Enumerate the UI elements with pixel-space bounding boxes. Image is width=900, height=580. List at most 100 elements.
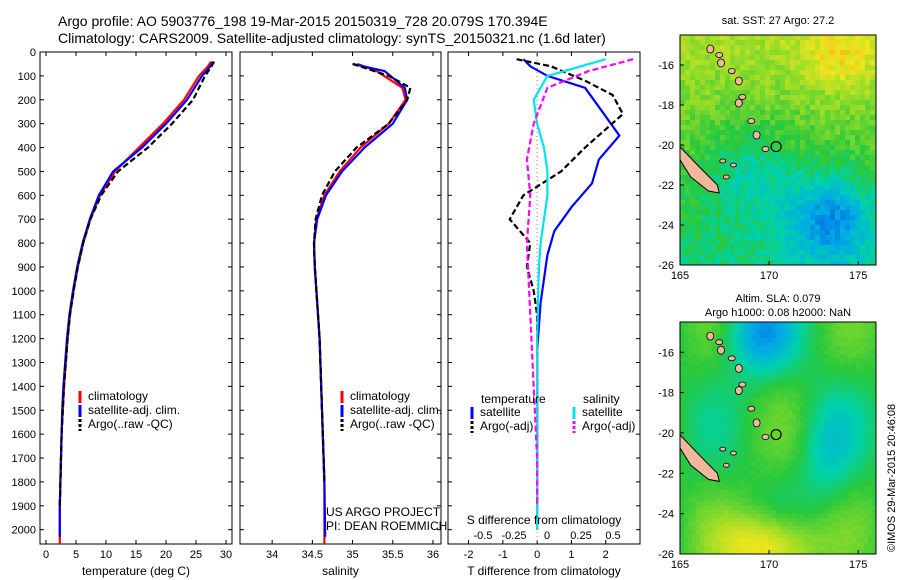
map-cell — [700, 418, 705, 423]
map-cell — [680, 418, 685, 423]
map-cell — [810, 120, 816, 126]
map-cell — [700, 410, 705, 415]
map-cell — [732, 526, 737, 531]
map-cell — [804, 346, 809, 351]
map-cell — [740, 215, 746, 221]
map-cell — [820, 502, 825, 507]
map-cell — [775, 260, 781, 265]
map-cell — [856, 498, 861, 503]
map-cell — [756, 410, 761, 415]
map-cell — [864, 518, 869, 523]
map-cell — [700, 358, 705, 363]
map-cell — [708, 534, 713, 539]
map-cell — [852, 330, 857, 335]
map-cell — [808, 350, 813, 355]
map-cell — [728, 486, 733, 491]
map-cell — [720, 215, 726, 221]
map-cell — [780, 175, 786, 181]
map-cell — [740, 546, 745, 551]
map-cell — [710, 75, 716, 81]
map-cell — [848, 526, 853, 531]
map-cell — [756, 434, 761, 439]
map-cell — [816, 406, 821, 411]
map-cell — [812, 546, 817, 551]
map-cell — [820, 330, 825, 335]
map-cell — [770, 95, 776, 101]
legend-label: satellite — [582, 405, 623, 419]
map-cell — [784, 334, 789, 339]
map-cell — [820, 245, 826, 251]
map-cell — [835, 145, 841, 151]
map-cell — [720, 90, 726, 96]
map-cell — [836, 538, 841, 543]
map-cell — [700, 522, 705, 527]
map-cell — [768, 542, 773, 547]
map-cell — [848, 530, 853, 535]
map-cell — [775, 230, 781, 236]
map-cell — [770, 40, 776, 46]
map-cell — [865, 90, 871, 96]
map-cell — [870, 180, 876, 186]
map-cell — [728, 382, 733, 387]
map-cell — [740, 394, 745, 399]
map-cell — [860, 135, 866, 141]
map-cell — [696, 358, 701, 363]
map-cell — [736, 498, 741, 503]
map-cell — [816, 394, 821, 399]
map-cell — [684, 330, 689, 335]
map-cell — [850, 80, 856, 86]
map-cell — [700, 526, 705, 531]
map-cell — [695, 185, 701, 191]
map-cell — [680, 105, 686, 111]
map-cell — [768, 426, 773, 431]
map-cell — [850, 200, 856, 206]
map-cell — [736, 550, 741, 554]
map-cell — [808, 418, 813, 423]
map-cell — [784, 506, 789, 511]
map-cell — [775, 115, 781, 121]
map-cell — [716, 418, 721, 423]
map-cell — [690, 115, 696, 121]
map-cell — [688, 390, 693, 395]
map-cell — [828, 366, 833, 371]
map-cell — [772, 382, 777, 387]
map-cell — [712, 494, 717, 499]
map-cell — [815, 35, 821, 41]
map-cell — [700, 210, 706, 216]
map-cell — [820, 100, 826, 106]
map-cell — [868, 506, 873, 511]
map-cell — [820, 478, 825, 483]
map-cell — [785, 195, 791, 201]
map-cell — [752, 346, 757, 351]
map-cell — [695, 160, 701, 166]
map-cell — [710, 85, 716, 91]
map-cell — [812, 430, 817, 435]
map-cell — [715, 160, 721, 166]
y-tick-label: 1400 — [12, 381, 36, 393]
map-cell — [836, 514, 841, 519]
map-cell — [780, 434, 785, 439]
map-cell — [680, 358, 685, 363]
map-cell — [760, 40, 766, 46]
map-cell — [744, 334, 749, 339]
map-cell — [860, 220, 866, 226]
map-cell — [840, 90, 846, 96]
map-cell — [780, 370, 785, 375]
map-cell — [772, 322, 777, 327]
map-cell — [844, 370, 849, 375]
map-cell — [796, 338, 801, 343]
map-cell — [870, 120, 876, 126]
map-cell — [748, 374, 753, 379]
map-cell — [688, 366, 693, 371]
map-cell — [840, 510, 845, 515]
map-cell — [860, 90, 866, 96]
map-cell — [816, 490, 821, 495]
map-cell — [845, 225, 851, 231]
map-cell — [784, 494, 789, 499]
map-cell — [812, 486, 817, 491]
map-cell — [770, 105, 776, 111]
map-cell — [720, 470, 725, 475]
map-cell — [816, 434, 821, 439]
map-cell — [750, 215, 756, 221]
map-cell — [740, 105, 746, 111]
